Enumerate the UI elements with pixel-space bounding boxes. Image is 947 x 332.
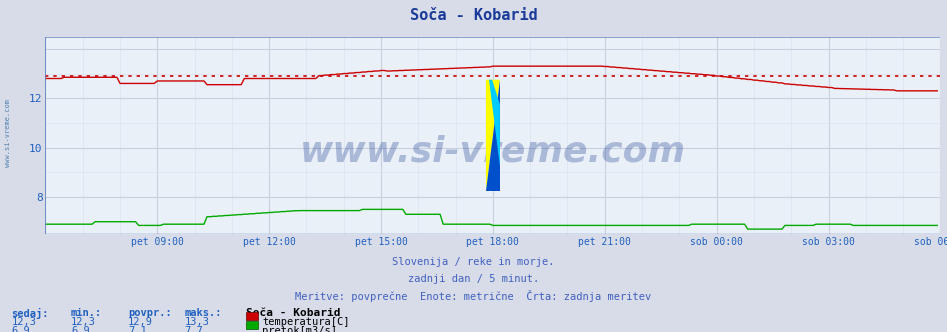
Text: 12,9: 12,9 [128,317,152,327]
Text: Slovenija / reke in morje.: Slovenija / reke in morje. [392,257,555,267]
Polygon shape [486,80,500,191]
Text: sedaj:: sedaj: [11,308,49,319]
Text: www.si-vreme.com: www.si-vreme.com [300,134,686,168]
Text: maks.:: maks.: [185,308,223,318]
Text: 12,3: 12,3 [11,317,36,327]
Text: 7,1: 7,1 [128,326,147,332]
Text: Soča - Kobarid: Soča - Kobarid [410,8,537,23]
Text: 7,7: 7,7 [185,326,204,332]
Text: www.si-vreme.com: www.si-vreme.com [5,99,10,167]
Text: 12,3: 12,3 [71,317,96,327]
Text: Soča - Kobarid: Soča - Kobarid [246,308,341,318]
Polygon shape [486,80,500,191]
Text: 13,3: 13,3 [185,317,209,327]
Text: min.:: min.: [71,308,102,318]
Text: 6,9: 6,9 [11,326,30,332]
Text: povpr.:: povpr.: [128,308,171,318]
Text: 6,9: 6,9 [71,326,90,332]
Text: pretok[m3/s]: pretok[m3/s] [262,326,337,332]
Text: zadnji dan / 5 minut.: zadnji dan / 5 minut. [408,274,539,284]
Polygon shape [489,80,500,166]
Text: Meritve: povprečne  Enote: metrične  Črta: zadnja meritev: Meritve: povprečne Enote: metrične Črta:… [295,290,652,302]
Text: temperatura[C]: temperatura[C] [262,317,349,327]
